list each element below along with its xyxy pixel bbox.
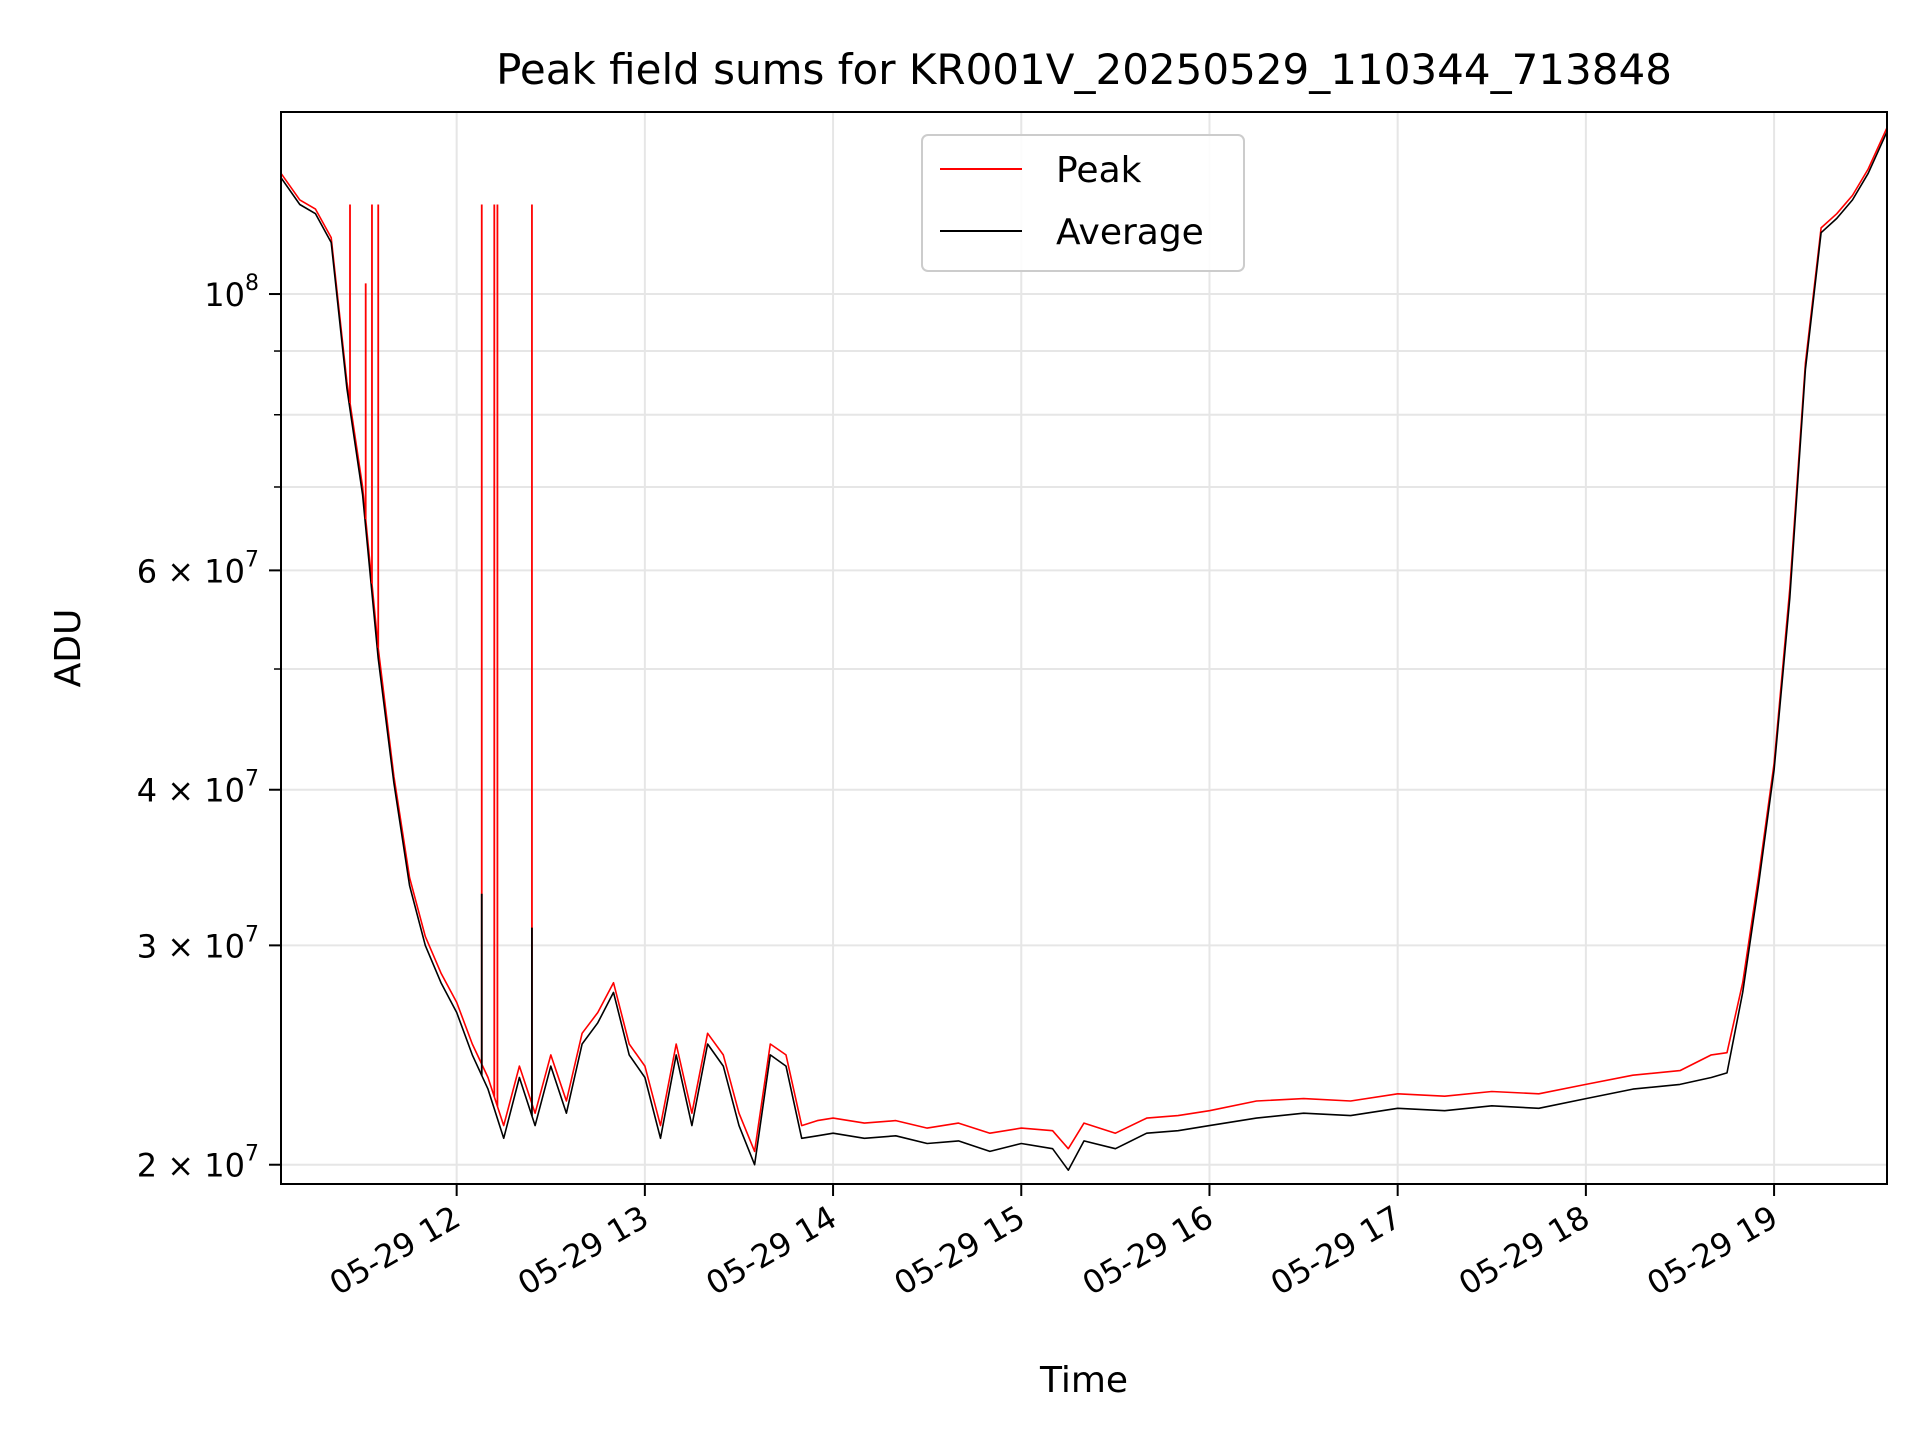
legend-label-peak: Peak — [1056, 150, 1142, 191]
y-tick-label: 3 × 107 — [137, 922, 259, 965]
y-axis: 2 × 107 3 × 107 4 × 107 6 × 107 108 — [137, 271, 281, 1185]
series-group — [280, 127, 1888, 1171]
y-axis-label: ADU — [48, 609, 89, 688]
y-tick-label: 6 × 107 — [137, 547, 259, 590]
plot-frame — [280, 111, 1888, 1185]
y-tick-label: 4 × 107 — [137, 767, 259, 810]
grid — [281, 112, 1887, 1184]
x-axis-label: Time — [1039, 1360, 1128, 1401]
legend-label-average: Average — [1056, 212, 1204, 253]
y-tick-label: 2 × 107 — [137, 1142, 259, 1185]
y-tick-label: 108 — [204, 271, 259, 314]
series-peak-line — [280, 127, 1888, 1153]
chart-title: Peak field sums for KR001V_20250529_1103… — [496, 45, 1672, 94]
legend: Peak Average — [921, 134, 1245, 272]
series-average-line — [280, 131, 1888, 1171]
